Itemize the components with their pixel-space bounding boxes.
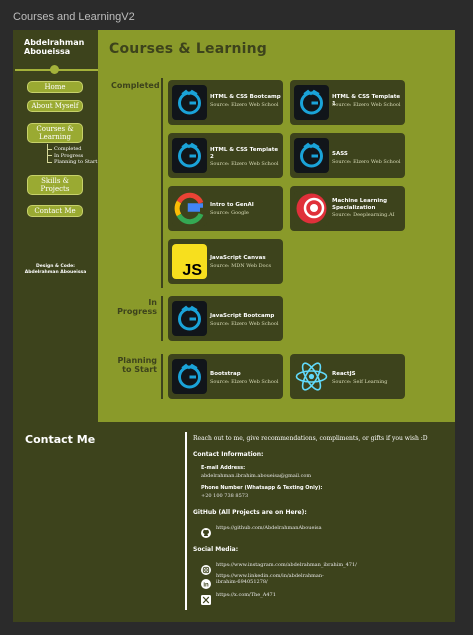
contact-title: Contact Me: [25, 433, 96, 446]
course-title: Bootstrap: [210, 371, 241, 377]
course-title: HTML & CSS Bootcamp: [210, 94, 281, 100]
nav-about-button[interactable]: About Myself: [27, 100, 83, 112]
nav-contact-button[interactable]: Contact Me: [27, 205, 83, 217]
instagram-icon: [201, 560, 211, 575]
contact-divider: [185, 432, 187, 610]
svg-text:in: in: [203, 582, 209, 588]
course-source: Source: Deeplearning.AI: [332, 212, 395, 218]
course-source: Source: MDN Web Docs: [210, 263, 272, 269]
course-card-sass[interactable]: SASS Source: Elzero Web School: [290, 133, 405, 178]
github-heading: GitHub (All Projects are on Here):: [193, 509, 307, 516]
section-in-progress-line: [161, 296, 163, 341]
deeplearning-ai-logo-icon: [294, 191, 329, 226]
elzero-logo-icon: [172, 138, 207, 173]
sub-nav-completed[interactable]: Completed: [47, 146, 97, 153]
course-card-javascript-bootcamp[interactable]: JavaScript Bootcamp Source: Elzero Web S…: [168, 296, 283, 341]
linkedin-link[interactable]: https://www.linkedin.com/in/abdelrahman-…: [216, 573, 324, 585]
react-logo-icon: [294, 359, 329, 394]
email-label: E-mail Address:: [201, 465, 246, 471]
page-title: Courses & Learning: [109, 41, 268, 57]
elzero-logo-icon: [172, 359, 207, 394]
course-title: ReactJS: [332, 371, 356, 377]
section-planning-label: Planning to Start: [117, 356, 157, 374]
sub-nav-line: [47, 144, 48, 163]
svg-text:JS: JS: [182, 262, 202, 279]
github-icon: [201, 523, 211, 538]
course-title: JavaScript Bootcamp: [210, 313, 275, 319]
elzero-logo-icon: [294, 138, 329, 173]
course-card-intro-genai[interactable]: Intro to GenAI Source: Google: [168, 186, 283, 231]
github-link[interactable]: https://github.com/AbdelrahmanAboueisa: [216, 525, 322, 531]
course-card-reactjs[interactable]: ReactJS Source: Self Learning: [290, 354, 405, 399]
course-title: JavaScript Canvas: [210, 255, 266, 261]
nav-courses-button[interactable]: Courses & Learning: [27, 123, 83, 143]
email-value[interactable]: abdelrahman.ibrahim.aboueisa@gmail.com: [201, 473, 312, 479]
course-title: HTML & CSS Template 1: [332, 94, 401, 107]
divider-dot: [50, 65, 59, 74]
course-source: Source: Google: [210, 210, 249, 216]
elzero-logo-icon: [172, 301, 207, 336]
phone-value: +20 100 738 8573: [201, 493, 249, 499]
course-card-bootstrap[interactable]: Bootstrap Source: Elzero Web School: [168, 354, 283, 399]
course-source: Source: Elzero Web School: [210, 102, 279, 108]
course-title: Machine Learning Specialization: [332, 198, 388, 211]
sub-nav-planning[interactable]: Planning to Start: [47, 159, 97, 166]
credit-line-1: Design & Code:: [36, 264, 75, 269]
phone-label: Phone Number (Whatsapp & Texting Only):: [201, 485, 323, 491]
design-credit: Design & Code: Abdelrahman Aboueissa: [13, 264, 98, 275]
course-title: Intro to GenAI: [210, 202, 254, 208]
elzero-logo-icon: [172, 85, 207, 120]
contact-intro: Reach out to me, give recommendations, c…: [193, 435, 428, 442]
linkedin-link-line-2: ibrahim-694051278/: [216, 579, 268, 585]
section-completed-label: Completed: [111, 81, 160, 90]
linkedin-icon: in: [201, 574, 211, 589]
course-source: Source: Elzero Web School: [210, 321, 279, 327]
course-card-javascript-canvas[interactable]: JS JavaScript Canvas Source: MDN Web Doc…: [168, 239, 283, 284]
contact-footer: Contact Me Reach out to me, give recomme…: [13, 422, 455, 622]
section-in-progress-label: In Progress: [117, 298, 157, 316]
x-twitter-icon: [201, 590, 211, 605]
section-completed-line: [161, 78, 163, 288]
course-card-html-css-bootcamp[interactable]: HTML & CSS Bootcamp Source: Elzero Web S…: [168, 80, 283, 125]
course-title: HTML & CSS Template 2: [210, 147, 279, 160]
course-card-ml-specialization[interactable]: Machine Learning Specialization Source: …: [290, 186, 405, 231]
google-logo-icon: [172, 191, 207, 226]
sub-nav-list: Completed In Progress Planning to Start: [47, 146, 97, 166]
course-source: Source: Elzero Web School: [332, 102, 401, 108]
course-card-html-css-template-1[interactable]: HTML & CSS Template 1 Source: Elzero Web…: [290, 80, 405, 125]
course-card-html-css-template-2[interactable]: HTML & CSS Template 2 Source: Elzero Web…: [168, 133, 283, 178]
sidebar: Abdelrahman Aboueissa Home About Myself …: [13, 30, 98, 422]
course-source: Source: Elzero Web School: [210, 379, 279, 385]
course-source: Source: Self Learning: [332, 379, 388, 385]
x-link[interactable]: https://x.com/The_A471: [216, 592, 276, 598]
sub-nav-in-progress[interactable]: In Progress: [47, 153, 97, 160]
instagram-link[interactable]: https://www.instagram.com/abdelrahman_ib…: [216, 562, 357, 568]
contact-info-heading: Contact Information:: [193, 451, 264, 458]
page-frame: Abdelrahman Aboueissa Home About Myself …: [13, 30, 455, 622]
section-planning-line: [161, 354, 163, 399]
social-heading: Social Media:: [193, 546, 239, 553]
frame-title: Courses and LearningV2: [13, 11, 135, 23]
javascript-logo-icon: JS: [172, 244, 207, 279]
credit-line-2: Abdelrahman Aboueissa: [24, 269, 87, 275]
course-title: SASS: [332, 151, 348, 157]
nav-home-button[interactable]: Home: [27, 81, 83, 93]
course-source: Source: Elzero Web School: [210, 161, 279, 167]
author-name: Abdelrahman Aboueissa: [24, 38, 85, 56]
course-source: Source: Elzero Web School: [332, 159, 401, 165]
linkedin-link-line-1: https://www.linkedin.com/in/abdelrahman-: [216, 573, 324, 579]
nav-skills-button[interactable]: Skills & Projects: [27, 175, 83, 195]
elzero-logo-icon: [294, 85, 329, 120]
